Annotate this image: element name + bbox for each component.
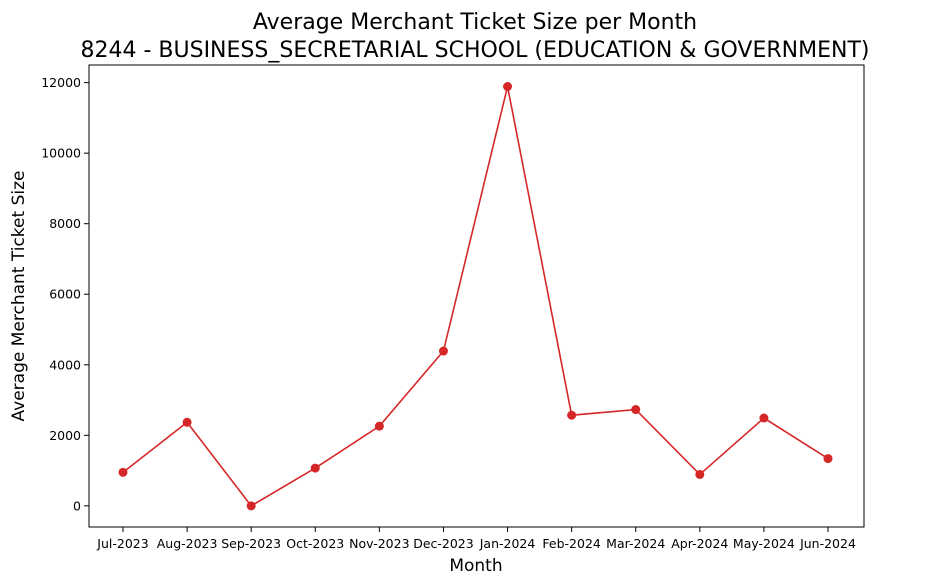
data-point xyxy=(374,421,384,431)
y-tick-label: 0 xyxy=(73,498,81,513)
x-tick-label: Aug-2023 xyxy=(157,536,218,551)
y-tick-label: 10000 xyxy=(41,146,81,161)
x-tick-label: Sep-2023 xyxy=(221,536,281,551)
x-tick-label: Feb-2024 xyxy=(542,536,601,551)
data-point xyxy=(631,405,641,415)
chart-title: Average Merchant Ticket Size per Month xyxy=(253,10,697,35)
data-point xyxy=(823,454,833,464)
series-line xyxy=(122,86,829,507)
x-tick-label: May-2024 xyxy=(733,536,795,551)
x-tick-label: Oct-2023 xyxy=(286,536,344,551)
data-point xyxy=(118,467,128,477)
data-point xyxy=(310,463,320,473)
data-point xyxy=(695,469,705,479)
y-tick-label: 2000 xyxy=(49,428,81,443)
chart-subtitle: 8244 - BUSINESS_SECRETARIAL SCHOOL (EDUC… xyxy=(81,38,870,63)
y-tick-label: 4000 xyxy=(49,357,81,372)
plot-area-frame xyxy=(88,64,865,528)
data-point xyxy=(759,413,769,423)
x-tick-label: Jul-2023 xyxy=(96,536,148,551)
y-tick-label: 12000 xyxy=(41,75,81,90)
x-tick-label: Nov-2023 xyxy=(349,536,409,551)
y-axis-label: Average Merchant Ticket Size xyxy=(9,171,29,422)
x-axis-label: Month xyxy=(449,556,502,576)
data-point xyxy=(438,346,448,356)
series-layer xyxy=(118,82,833,511)
data-point xyxy=(182,417,192,427)
x-tick-label: Apr-2024 xyxy=(671,536,728,551)
data-point xyxy=(503,82,513,92)
x-axis: Jul-2023 Aug-2023 Sep-2023 Oct-2023 Nov-2023… xyxy=(96,527,856,551)
x-tick-label: Jun-2024 xyxy=(799,536,856,551)
x-tick-label: Mar-2024 xyxy=(606,536,665,551)
data-point xyxy=(567,410,577,420)
x-tick-label: Dec-2023 xyxy=(413,536,474,551)
data-point xyxy=(246,501,256,511)
y-axis: 0 2000 4000 6000 8000 10000 12000 xyxy=(41,75,89,513)
y-tick-label: 8000 xyxy=(49,216,81,231)
x-tick-label: Jan-2024 xyxy=(479,536,536,551)
y-tick-label: 6000 xyxy=(49,287,81,302)
